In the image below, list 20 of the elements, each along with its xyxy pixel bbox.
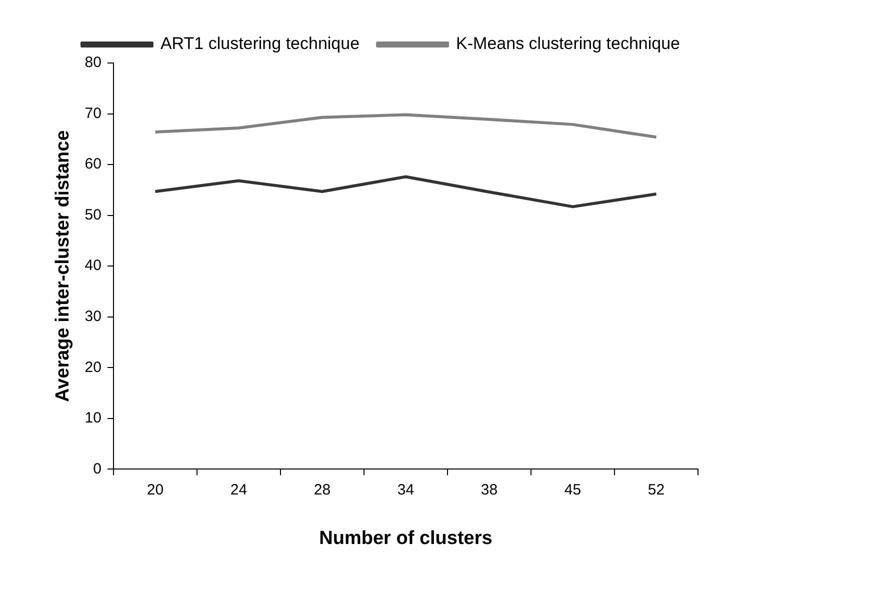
y-tick-label: 30 xyxy=(84,308,102,326)
x-tick-label: 28 xyxy=(314,481,331,498)
x-axis-title: Number of clusters xyxy=(319,528,492,549)
y-tick-label: 0 xyxy=(93,460,102,478)
y-tick-label: 60 xyxy=(84,156,102,173)
y-tick-label: 70 xyxy=(84,104,102,122)
y-tick-label: 40 xyxy=(84,257,102,274)
x-tick-label: 24 xyxy=(230,481,248,498)
y-tick-label: 10 xyxy=(84,410,102,427)
y-tick-label: 80 xyxy=(84,54,102,72)
x-tick-label: 52 xyxy=(648,481,665,498)
y-axis-title: Average inter-cluster distance xyxy=(52,130,74,402)
legend-label: ART1 clustering technique xyxy=(160,34,360,54)
legend-label: K-Means clustering technique xyxy=(456,34,680,54)
x-tick-label: 45 xyxy=(564,481,582,498)
y-tick-label: 50 xyxy=(84,206,102,224)
x-tick-label: 20 xyxy=(146,481,164,498)
x-tick-label: 38 xyxy=(480,481,498,498)
x-tick-label: 34 xyxy=(397,481,414,498)
y-tick-label: 20 xyxy=(84,358,102,376)
